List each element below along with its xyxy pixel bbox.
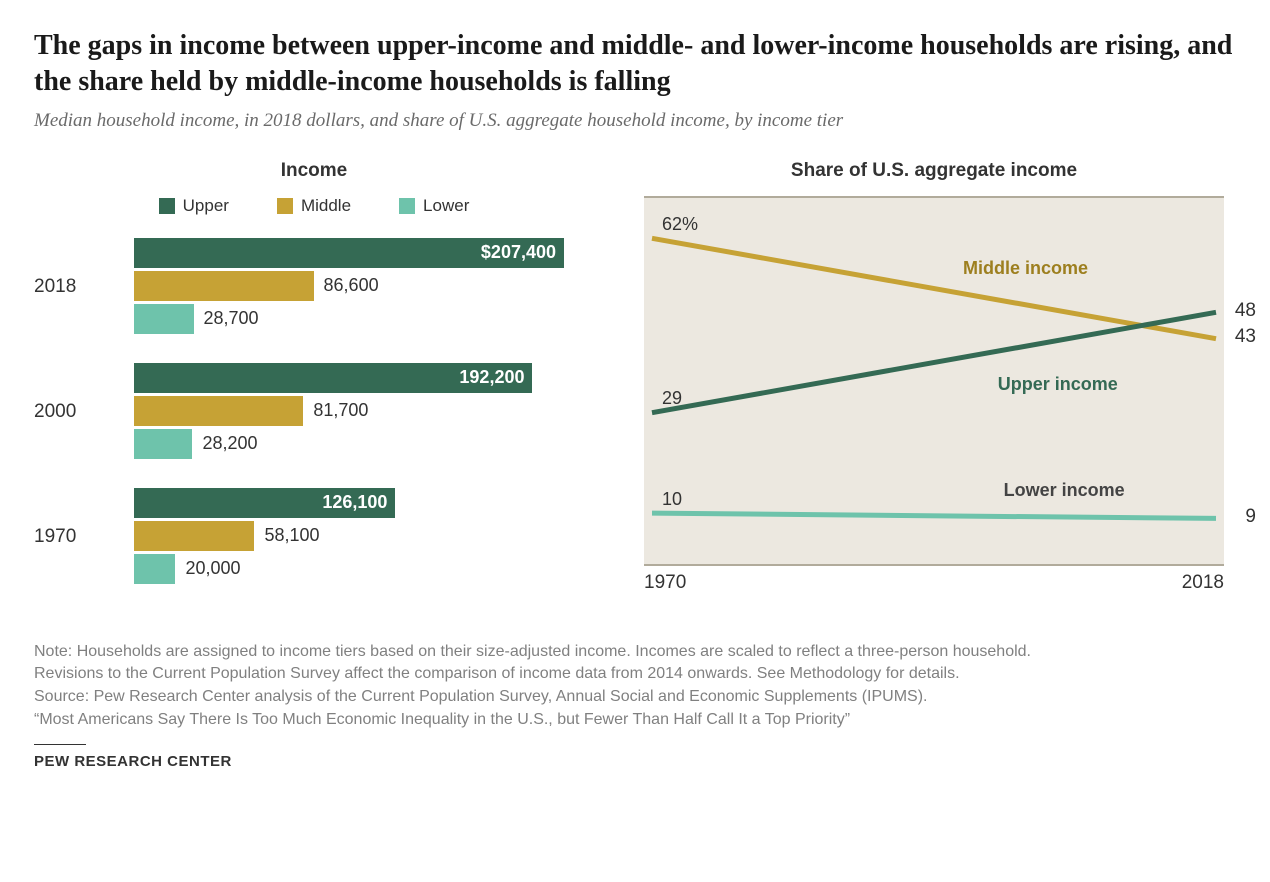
bar-value: $207,400 xyxy=(481,242,556,263)
note-line: Note: Households are assigned to income … xyxy=(34,641,1236,664)
bar-row: 192,200 xyxy=(134,363,594,393)
year-group: 2000 192,200 81,700 28,200 xyxy=(34,363,594,462)
year-group: 2018 $207,400 86,600 28,700 xyxy=(34,238,594,337)
bar-row: 28,700 xyxy=(134,304,594,334)
x-axis-labels: 1970 2018 xyxy=(644,572,1224,594)
page-subtitle: Median household income, in 2018 dollars… xyxy=(34,110,1236,132)
line-series-lower xyxy=(652,513,1216,518)
year-label: 2000 xyxy=(34,401,134,423)
legend-row: Upper Middle Lower xyxy=(34,196,594,216)
bar-middle xyxy=(134,521,254,551)
bars-col: 192,200 81,700 28,200 xyxy=(134,363,594,462)
legend-label-upper: Upper xyxy=(183,196,229,216)
line-series-upper xyxy=(652,312,1216,412)
line-series-label-upper: Upper income xyxy=(998,374,1118,395)
bar-row: $207,400 xyxy=(134,238,594,268)
bar-chart-title: Income xyxy=(34,160,594,182)
page-title: The gaps in income between upper-income … xyxy=(34,28,1236,100)
line-end-label-middle: 43 xyxy=(1235,326,1256,348)
year-label: 2018 xyxy=(34,276,134,298)
bar-value: 28,200 xyxy=(192,433,257,454)
footer-brand: PEW RESEARCH CENTER xyxy=(34,753,1236,770)
bar-lower xyxy=(134,554,175,584)
bar-middle xyxy=(134,396,303,426)
line-end-label-lower: 9 xyxy=(1245,506,1256,528)
year-group: 1970 126,10058,100 20,000 xyxy=(34,488,594,587)
line-chart-svg xyxy=(644,196,1224,566)
bar-row: 58,100 xyxy=(134,521,594,551)
bar-row: 86,600 xyxy=(134,271,594,301)
year-label: 1970 xyxy=(34,526,134,548)
bar-row: 28,200 xyxy=(134,429,594,459)
note-line: Source: Pew Research Center analysis of … xyxy=(34,686,1236,709)
bars-col: 126,10058,100 20,000 xyxy=(134,488,594,587)
legend-item-middle: Middle xyxy=(277,196,351,216)
bar-row: 20,000 xyxy=(134,554,594,584)
legend-swatch-lower xyxy=(399,198,415,214)
line-series-middle xyxy=(652,238,1216,338)
legend-item-upper: Upper xyxy=(159,196,229,216)
line-start-label-upper: 29 xyxy=(662,388,682,409)
bar-value: 20,000 xyxy=(175,558,240,579)
line-start-label-middle: 62% xyxy=(662,214,698,235)
x-axis-start: 1970 xyxy=(644,572,686,594)
bar-upper: $207,400 xyxy=(134,238,564,268)
bar-value: 28,700 xyxy=(194,308,259,329)
charts-row: Income Upper Middle Lower 2018 $207,400 86… xyxy=(34,160,1236,613)
line-start-label-lower: 10 xyxy=(662,489,682,510)
bar-upper: 192,200 xyxy=(134,363,532,393)
line-chart-wrap: 62%43Middle income2948Upper income109Low… xyxy=(644,196,1224,596)
x-axis-end: 2018 xyxy=(1182,572,1224,594)
legend-swatch-middle xyxy=(277,198,293,214)
bars-col: $207,400 86,600 28,700 xyxy=(134,238,594,337)
bar-value: 86,600 xyxy=(314,275,379,296)
bar-lower xyxy=(134,304,194,334)
bar-value: 81,700 xyxy=(303,400,368,421)
note-line: “Most Americans Say There Is Too Much Ec… xyxy=(34,709,1236,732)
legend-item-lower: Lower xyxy=(399,196,469,216)
line-chart-panel: Share of U.S. aggregate income 62%43Midd… xyxy=(644,160,1224,613)
bar-chart-body: 2018 $207,400 86,600 28,700 2000 192,200 81,70… xyxy=(34,238,594,587)
legend-label-lower: Lower xyxy=(423,196,469,216)
line-series-label-lower: Lower income xyxy=(1004,480,1125,501)
line-chart-title: Share of U.S. aggregate income xyxy=(644,160,1224,182)
bar-lower xyxy=(134,429,192,459)
legend-swatch-upper xyxy=(159,198,175,214)
bar-row: 81,700 xyxy=(134,396,594,426)
legend-label-middle: Middle xyxy=(301,196,351,216)
bar-upper: 126,100 xyxy=(134,488,395,518)
footer-divider xyxy=(34,744,86,745)
bar-chart-panel: Income Upper Middle Lower 2018 $207,400 86… xyxy=(34,160,594,613)
bar-value: 192,200 xyxy=(459,367,524,388)
bar-value: 126,100 xyxy=(322,492,387,513)
notes-block: Note: Households are assigned to income … xyxy=(34,641,1236,732)
line-end-label-upper: 48 xyxy=(1235,300,1256,322)
bar-row: 126,100 xyxy=(134,488,594,518)
note-line: Revisions to the Current Population Surv… xyxy=(34,663,1236,686)
bar-middle xyxy=(134,271,314,301)
bar-value: 58,100 xyxy=(254,525,319,546)
line-series-label-middle: Middle income xyxy=(963,258,1088,279)
